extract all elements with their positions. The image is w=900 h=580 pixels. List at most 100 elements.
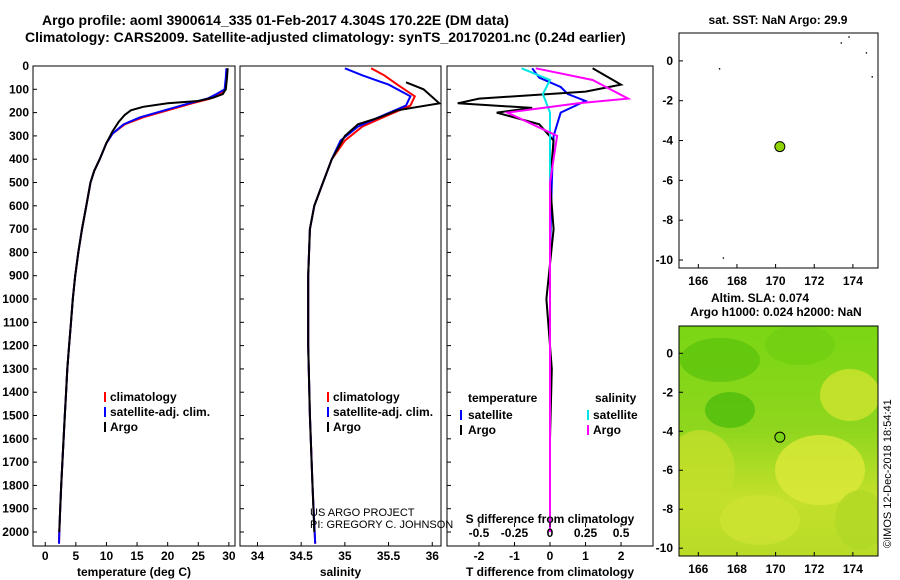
sst-y-tick-label: -4 [662,134,673,148]
sla-map-title-2: Argo h1000: 0.024 h2000: NaN [690,305,861,319]
sla-y-tick-label: -10 [656,541,674,555]
s-tick-label: 0.5 [613,526,630,540]
sst-x-tick-label: 174 [843,274,863,288]
depth-tick-label: 1400 [2,385,29,399]
panel-frame-salinity [239,65,442,547]
map-title-sst_map: sat. SST: NaN Argo: 29.9 [709,13,848,27]
sst-y-tick-label: -2 [662,94,673,108]
depth-tick-label: 2000 [2,525,29,539]
x-tick-label: 34 [251,549,265,563]
series-line-t-satellite [531,67,589,532]
depth-tick-label: 100 [9,82,29,96]
depth-tick-label: 1800 [2,478,29,492]
sla-x-tick-label: 168 [727,562,747,576]
sla-x-tick-label: 166 [688,562,708,576]
sst-x-tick-label: 166 [688,274,708,288]
figure-title-line-2: Climatology: CARS2009. Satellite-adjuste… [25,29,626,45]
credit-stamp: ©IMOS 12-Dec-2018 18:54:41 [882,399,894,548]
sla-color-blob [835,490,878,550]
series-line-argo [307,81,442,533]
depth-tick-label: 700 [9,222,29,236]
series-line-t-argo [457,67,624,532]
series-line-argo [58,68,229,533]
legend-label: climatology [333,390,400,404]
s-tick-label: 0.25 [574,526,598,540]
sla-x-tick-label: 172 [804,562,824,576]
depth-tick-label: 1500 [2,409,29,423]
depth-tick-label: 0 [22,59,29,73]
sla-y-tick-label: -4 [662,424,673,438]
depth-tick-label: 1300 [2,362,29,376]
sst-x-tick-label: 172 [804,274,824,288]
sst-y-tick-label: 0 [666,54,673,68]
x-axis-label-temperature: temperature (deg C) [77,565,191,579]
x-tick-label: 15 [130,549,144,563]
depth-tick-label: 800 [9,245,29,259]
legend-label: Argo [333,420,361,434]
sst-y-tick-label: -6 [662,173,673,187]
depth-tick-label: 1000 [2,292,29,306]
x-axis-label-differences: T difference from climatology [466,565,634,579]
panel-frame-temperature [32,65,236,547]
argo-position-marker [774,141,786,153]
legend-header-temperature: temperature [468,391,538,405]
x-tick-label: 30 [222,549,236,563]
credit-project: US ARGO PROJECT [310,507,415,519]
sla-color-blob [679,430,735,510]
x-tick-label: 20 [161,549,175,563]
island-speck [865,52,868,54]
island-speck [848,36,850,38]
sst-x-tick-label: 168 [727,274,747,288]
s-tick-label: -0.5 [469,526,490,540]
legend-label: satellite-adj. clim. [110,405,210,419]
s-tick-label: 0 [547,526,554,540]
depth-tick-label: 400 [9,152,29,166]
sla-map-title-1: Altim. SLA: 0.074 [711,291,809,305]
s-tick-label: -0.25 [501,526,529,540]
x-tick-label: 0 [547,549,554,563]
depth-tick-label: 500 [9,176,29,190]
island-speck [840,42,843,44]
sla-color-blob [765,326,835,365]
sla-x-tick-label: 174 [843,562,863,576]
legend-label: satellite [468,408,513,422]
depth-tick-label: 300 [9,129,29,143]
island-speck [718,68,721,70]
sla-map-frame [678,325,879,557]
series-line-climatology [307,67,417,544]
legend-header-salinity: salinity [595,391,637,405]
x-tick-label: 10 [100,549,114,563]
sla-color-blob [720,495,800,545]
credit-pi: PI: GREGORY C. JOHNSON [310,519,453,531]
x-tick-label: 35.5 [377,549,401,563]
legend-label: satellite-adj. clim. [333,405,433,419]
x-tick-label: 34.5 [289,549,313,563]
legend-label: Argo [110,420,138,434]
sla-y-tick-label: -8 [662,502,673,516]
depth-tick-label: 1700 [2,455,29,469]
sla-x-tick-label: 170 [766,562,786,576]
sla-y-tick-label: -6 [662,463,673,477]
sla-map-blobs [679,326,878,550]
depth-tick-label: 1900 [2,502,29,516]
x-tick-label: 1 [582,549,589,563]
legend-label: Argo [593,423,621,437]
series-line-satellite-adj-clim- [58,68,228,544]
sla-color-blob [680,338,760,382]
argo-position-marker [774,431,786,443]
series-line-s-argo [503,67,632,532]
x-tick-label: 36 [426,549,440,563]
x-tick-label: -2 [474,549,485,563]
sla-color-blob [705,392,755,428]
series-line-satellite-adj-clim- [307,67,412,544]
island-speck [871,76,874,78]
x-tick-label: 2 [618,549,625,563]
sla-y-tick-label: -2 [662,385,673,399]
depth-tick-label: 900 [9,269,29,283]
x-tick-label: 0 [42,549,49,563]
sst-y-tick-label: -10 [656,253,674,267]
sst-x-tick-label: 170 [766,274,786,288]
sla-y-tick-label: 0 [666,346,673,360]
legend-label: Argo [468,423,496,437]
